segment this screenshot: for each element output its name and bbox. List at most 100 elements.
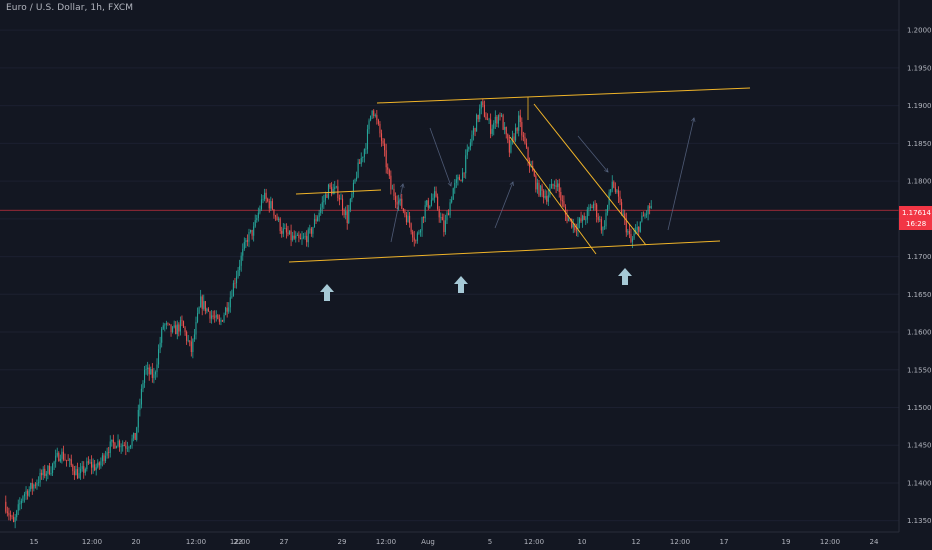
candle-body xyxy=(585,219,587,221)
candle-body xyxy=(575,229,577,231)
candle-body xyxy=(70,459,72,466)
candle-body xyxy=(47,465,49,474)
x-tick-label: 22 xyxy=(234,538,243,546)
candle-body xyxy=(607,204,609,213)
candle-body xyxy=(245,240,247,243)
x-tick-label: 15 xyxy=(30,538,39,546)
candle-body xyxy=(288,230,291,235)
candle-body xyxy=(449,202,451,216)
candle-body xyxy=(494,116,496,124)
candle-body xyxy=(72,465,74,472)
x-tick-label: 5 xyxy=(488,538,492,546)
candle-body xyxy=(371,110,373,116)
candle-body xyxy=(234,283,236,284)
candle-body xyxy=(382,140,384,144)
candle-body xyxy=(482,101,484,105)
candle-body xyxy=(143,369,146,383)
channel-upper-line xyxy=(376,87,751,104)
candle-body xyxy=(95,467,97,471)
candle-body xyxy=(401,198,403,209)
candle-body xyxy=(589,206,591,208)
candle-body xyxy=(223,314,225,322)
x-tick-label: 27 xyxy=(280,538,289,546)
candle-body xyxy=(493,123,495,129)
candle-body xyxy=(36,483,38,486)
candle-body xyxy=(48,465,50,475)
candle-body xyxy=(454,182,456,189)
candle-body xyxy=(9,515,12,517)
candle-body xyxy=(377,120,379,124)
candle-body xyxy=(402,208,404,212)
candle-body xyxy=(348,209,350,223)
candle-body xyxy=(20,500,22,504)
up-arrow-icon xyxy=(320,284,334,301)
candle-body xyxy=(307,229,309,243)
candle-body xyxy=(296,234,298,236)
candle-body xyxy=(356,177,358,180)
candle-body xyxy=(331,187,333,195)
candle-body xyxy=(488,119,490,121)
candle-body xyxy=(363,149,365,157)
candle-body xyxy=(624,213,626,219)
candle-body xyxy=(480,101,482,109)
candle-body xyxy=(527,147,529,160)
candle-body xyxy=(39,472,41,483)
candle-body xyxy=(28,489,30,496)
candle-body xyxy=(352,182,354,194)
candle-body xyxy=(346,211,348,223)
candle-body xyxy=(112,439,114,443)
current-price-label: 1.17614 xyxy=(902,209,931,217)
candle-body xyxy=(522,135,524,137)
candle-body xyxy=(617,190,620,197)
candle-body xyxy=(178,324,180,332)
candle-body xyxy=(440,217,442,218)
candle-body xyxy=(532,166,534,172)
x-tick-label: 29 xyxy=(338,538,347,546)
candle-body xyxy=(165,323,167,325)
projection-arrow-5-head xyxy=(691,117,696,122)
candle-body xyxy=(212,315,214,317)
candle-body xyxy=(505,127,507,135)
candle-body xyxy=(504,127,506,130)
candle-body xyxy=(647,206,649,215)
candle-body xyxy=(154,372,156,375)
candle-body xyxy=(393,188,395,197)
candle-body xyxy=(649,206,651,209)
candle-body xyxy=(343,210,345,216)
trend-lines xyxy=(288,87,751,263)
x-tick-label: 12:00 xyxy=(670,538,690,546)
candle-body xyxy=(106,452,108,456)
candle-body xyxy=(134,432,136,440)
candle-body xyxy=(499,115,501,117)
candle-body xyxy=(304,236,306,237)
candle-body xyxy=(282,228,284,234)
candle-body xyxy=(462,172,464,182)
candle-body xyxy=(580,218,582,222)
up-arrow-icon xyxy=(618,268,632,285)
candle-body xyxy=(426,200,428,206)
projection-arrow-2-head xyxy=(447,181,453,187)
candle-body xyxy=(167,323,169,324)
candle-body xyxy=(303,236,305,238)
channel-lower-line xyxy=(288,240,721,263)
candle-body xyxy=(256,218,258,221)
candle-body xyxy=(625,218,627,233)
candle-body xyxy=(599,219,601,220)
candle-body xyxy=(145,369,147,370)
candle-body xyxy=(368,120,370,130)
y-tick-label: 1.20000 xyxy=(907,27,932,35)
candle-body xyxy=(485,116,487,120)
candle-body xyxy=(220,320,222,322)
candle-body xyxy=(139,404,141,410)
candle-body xyxy=(218,318,220,322)
candle-body xyxy=(173,325,175,328)
candle-body xyxy=(455,179,457,183)
candle-body xyxy=(552,183,554,186)
candle-body xyxy=(644,214,646,217)
candle-body xyxy=(547,195,549,202)
candle-body xyxy=(611,181,613,190)
candle-body xyxy=(237,270,239,277)
candle-body xyxy=(253,226,255,236)
candle-body xyxy=(190,341,192,353)
